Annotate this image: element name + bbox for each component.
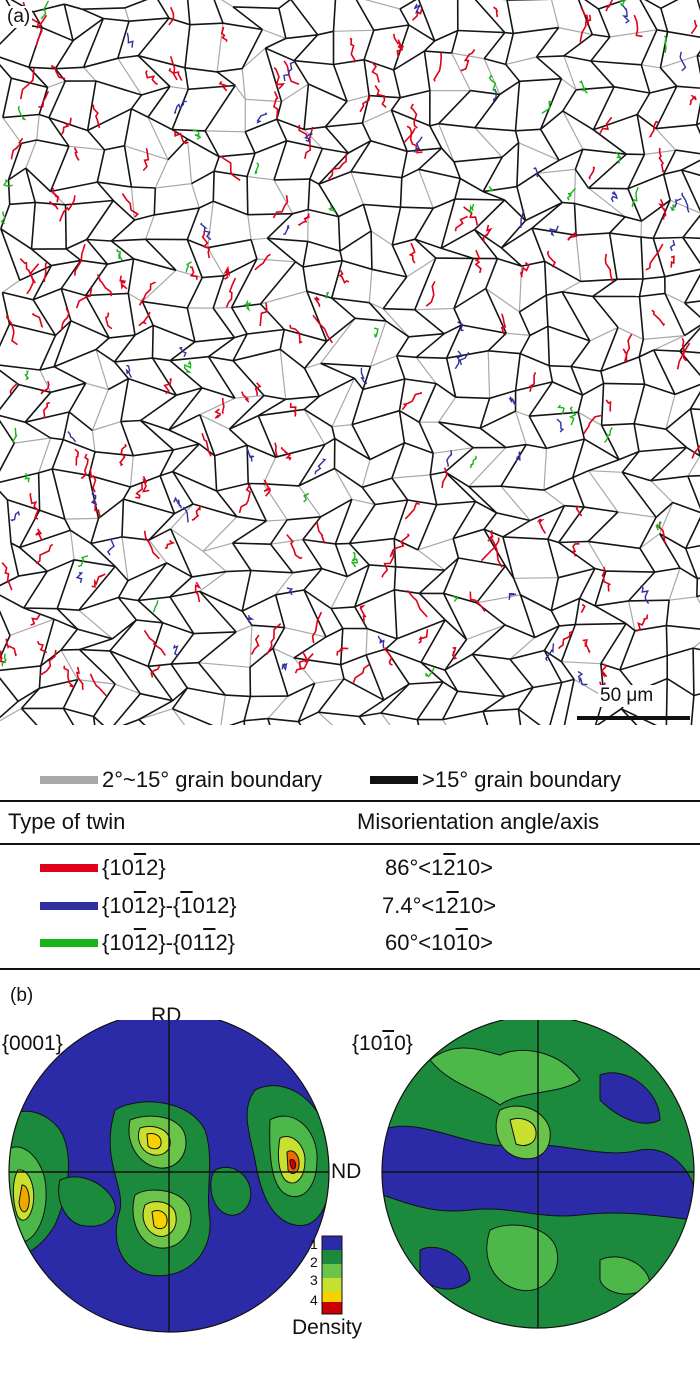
twin-row-3-swatch: [40, 939, 98, 947]
panel-a-label: (a): [5, 6, 33, 28]
twin-row-1-type: {1012}: [102, 855, 166, 880]
low-angle-legend: 2°~15° grain boundary: [40, 767, 322, 793]
twin-row-2-misorientation: 7.4°<1 2 10>: [382, 893, 497, 918]
pole-figure-0001: [9, 1020, 329, 1332]
density-color-bar: [321, 1235, 343, 1315]
double-twin-boundaries-a: [9, 3, 690, 686]
tensile-twin-boundaries: [0, 0, 700, 708]
twin-type-header: Type of twin: [8, 809, 126, 834]
twin-row-1-misorientation: 86°<1 2 10>: [385, 855, 493, 880]
density-legend-title: Density: [292, 1316, 363, 1339]
density-tick-1: 1: [310, 1236, 318, 1252]
high-angle-label: >15° grain boundary: [422, 767, 621, 792]
pole-figure-2-title: {1010}: [352, 1032, 413, 1055]
twin-row-1: {1012}: [40, 855, 166, 881]
density-tick-4: 4: [310, 1292, 318, 1308]
misorientation-header: Misorientation angle/axis: [357, 809, 600, 834]
twin-row-2: {1012}-{1012}: [40, 893, 237, 919]
panel-b-label: (b): [8, 985, 36, 1007]
nd-label: ND: [330, 1160, 363, 1184]
scale-bar-label: 50 μm: [598, 685, 656, 707]
low-angle-label: 2°~15° grain boundary: [102, 767, 323, 792]
twin-row-2-type: {1012}-{1012}: [102, 893, 237, 918]
twin-row-3-misorientation: 60°<10 1 0>: [385, 930, 493, 955]
low-angle-swatch: [40, 776, 98, 784]
twin-row-3-type: {1012}-{0112}: [102, 930, 236, 955]
double-twin-boundaries-b: [0, 0, 676, 678]
twin-row-1-swatch: [40, 864, 98, 872]
pole-figure-1-title: {0001}: [2, 1032, 63, 1055]
density-tick-2: 2: [310, 1254, 318, 1270]
table-top-rule: [0, 800, 700, 802]
pole-figure-10-10: [382, 1020, 694, 1328]
high-angle-swatch: [370, 776, 418, 784]
twin-row-3: {1012}-{0112}: [40, 930, 235, 956]
table-bottom-rule: [0, 968, 700, 970]
twin-row-2-swatch: [40, 902, 98, 910]
grain-boundary-map: [0, 0, 700, 725]
high-angle-legend: >15° grain boundary: [370, 767, 621, 793]
high-angle-boundaries: [0, 0, 700, 725]
density-tick-3: 3: [310, 1272, 318, 1288]
low-angle-boundaries: [0, 0, 700, 725]
pole-figures: [8, 1020, 695, 1333]
table-header-rule: [0, 843, 700, 845]
